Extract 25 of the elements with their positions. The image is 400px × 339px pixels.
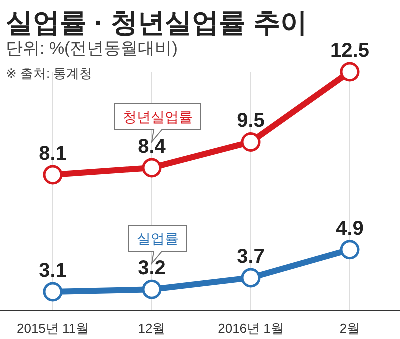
point — [142, 158, 162, 178]
chart-subtitle: 단위: %(전년동월대비) — [6, 39, 178, 58]
annotation: ※ 출처: 통계청 — [6, 66, 93, 81]
point — [142, 280, 162, 300]
point — [340, 240, 360, 260]
data-label: 8.4 — [138, 136, 167, 158]
point — [241, 132, 261, 152]
point — [43, 282, 63, 302]
data-label: 4.9 — [336, 218, 364, 240]
x-tick-label: 2016년 1월 — [218, 321, 284, 336]
x-tick-label: 2015년 11월 — [16, 321, 90, 336]
chart-title: 실업률 · 청년실업률 추이 — [6, 8, 308, 38]
data-label: 3.7 — [237, 246, 265, 268]
x-tick-label: 2월 — [340, 321, 360, 336]
data-label: 3.1 — [39, 260, 67, 282]
point — [43, 165, 63, 185]
data-label: 8.1 — [39, 142, 67, 165]
data-label: 3.2 — [138, 258, 166, 280]
text: 실업률 — [137, 230, 179, 247]
point — [241, 268, 261, 288]
point — [340, 62, 360, 82]
data-label: 12.5 — [330, 40, 370, 62]
data-label: 9.5 — [237, 110, 265, 132]
text: 청년실업률 — [123, 108, 193, 125]
x-tick-label: 12월 — [138, 321, 166, 336]
